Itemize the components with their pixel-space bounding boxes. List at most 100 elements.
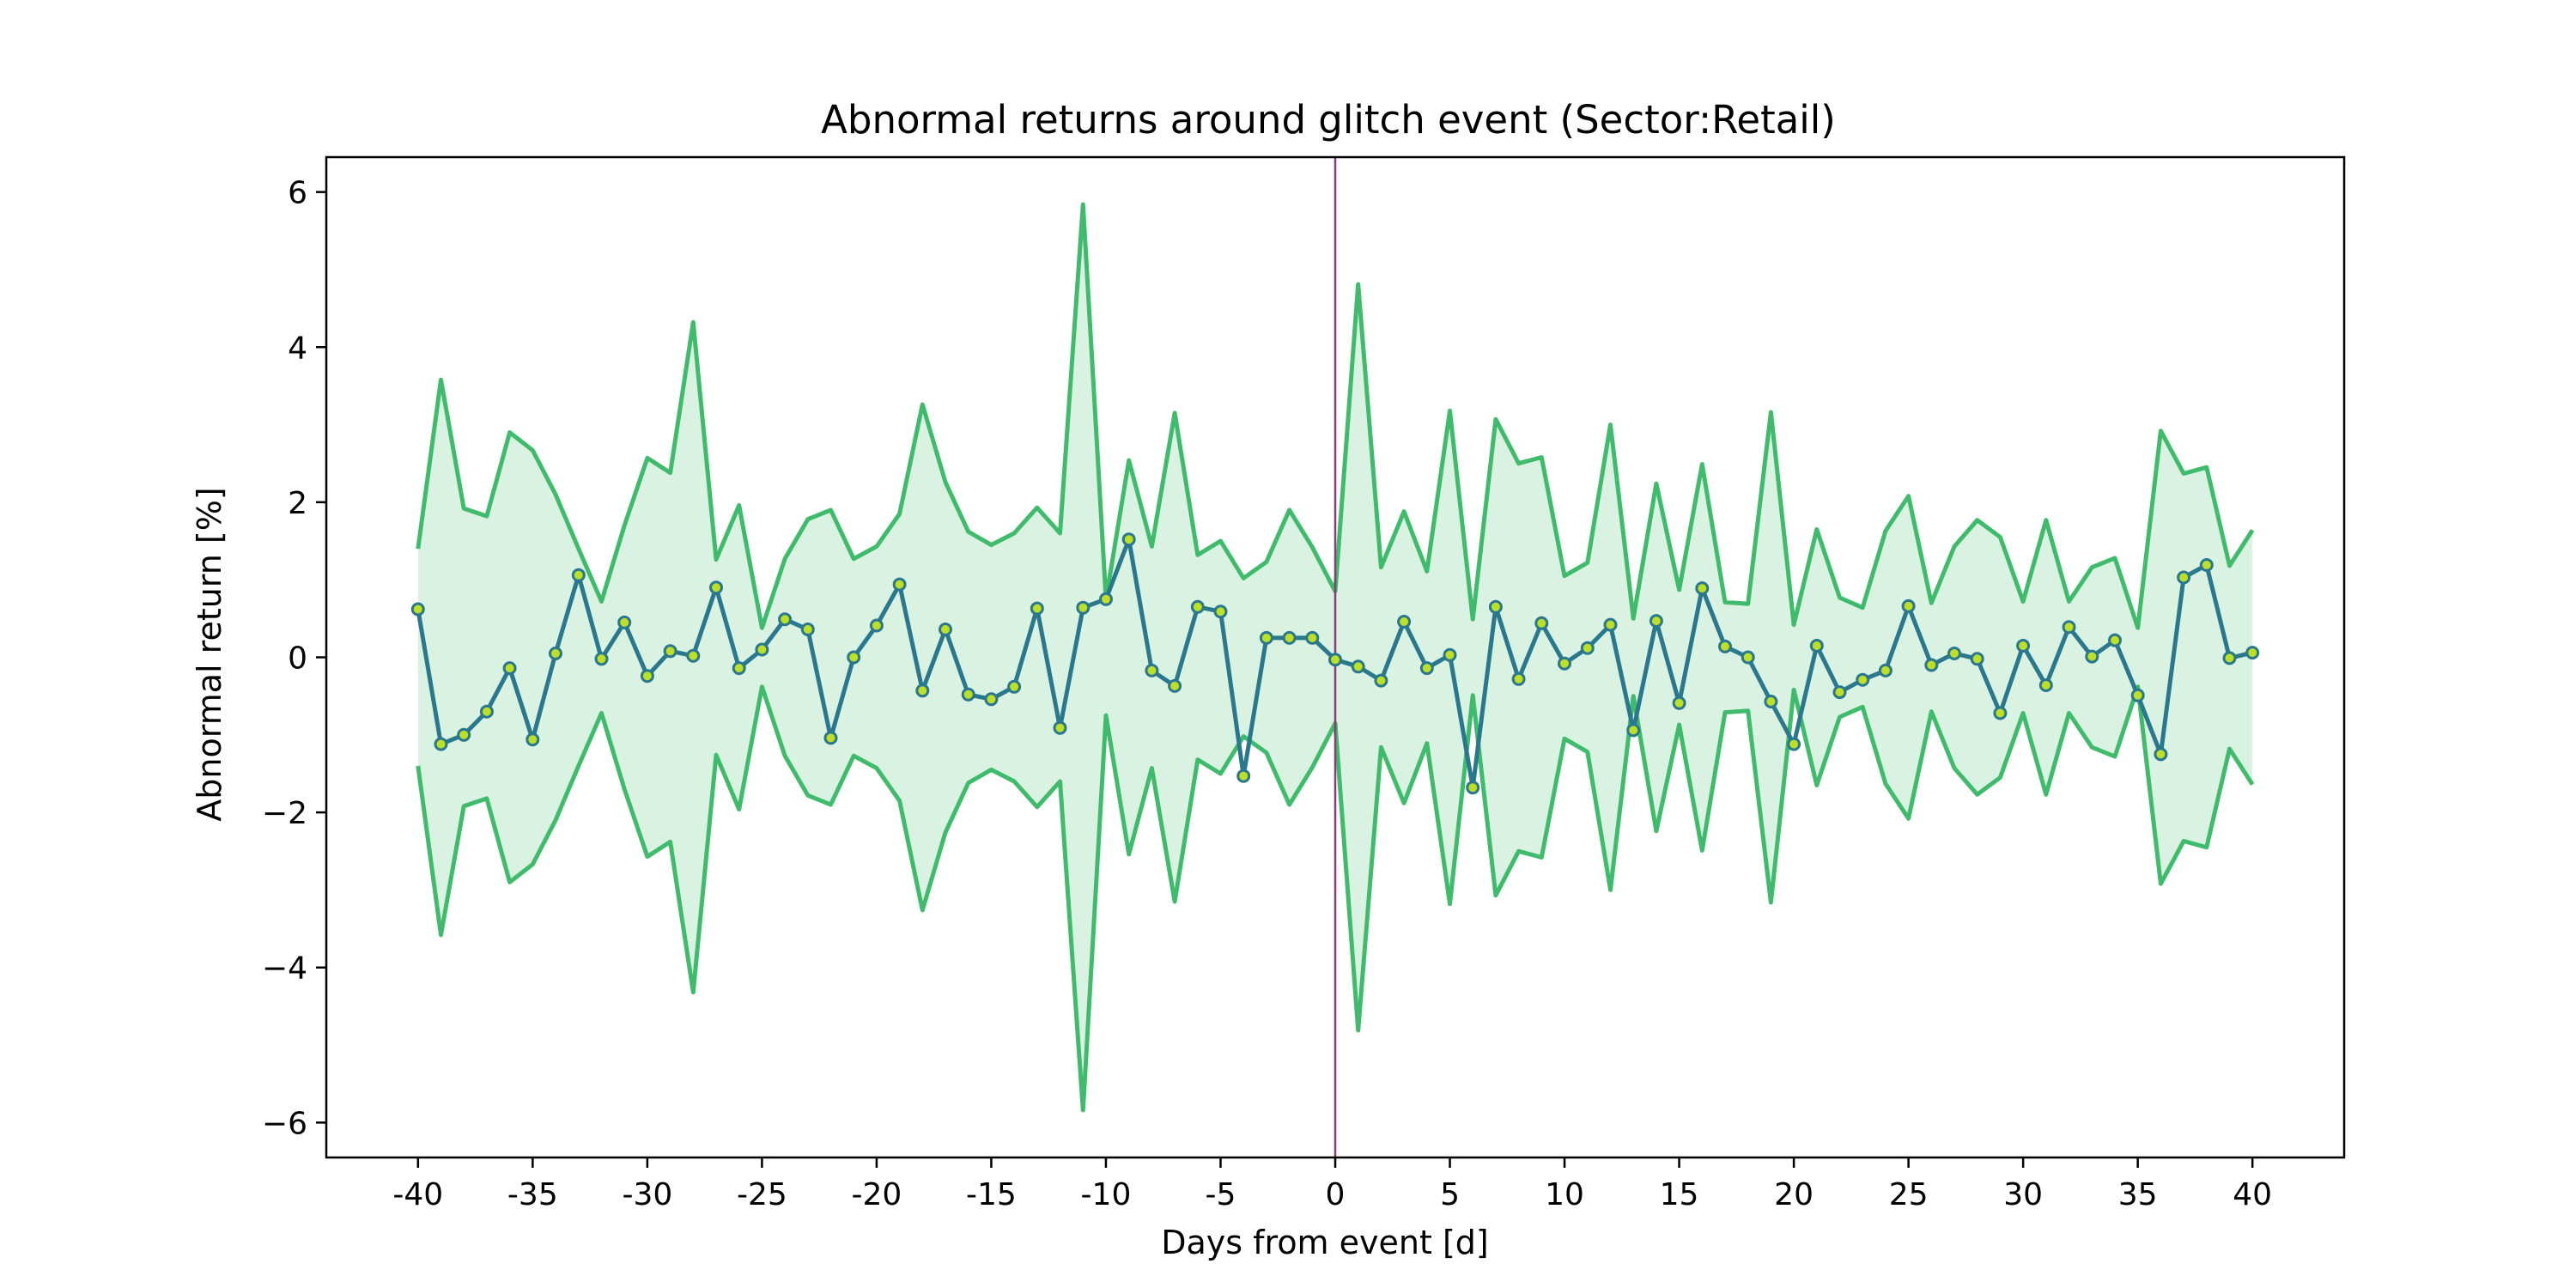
- data-point: [755, 642, 769, 657]
- data-point: [1351, 659, 1365, 674]
- x-tick-label: -20: [852, 1177, 902, 1212]
- x-tick-label: -40: [392, 1177, 443, 1212]
- data-point: [847, 650, 861, 665]
- y-tick-label: −4: [262, 951, 307, 987]
- data-point: [1007, 679, 1022, 694]
- data-point: [1901, 598, 1916, 613]
- data-point: [778, 612, 793, 627]
- data-point: [1213, 605, 1228, 619]
- data-point: [823, 731, 838, 745]
- data-point: [1534, 616, 1549, 630]
- x-tick-label: -30: [622, 1177, 672, 1212]
- y-axis-title: Abnormal return [%]: [191, 487, 228, 821]
- y-tick-label: 6: [288, 176, 307, 211]
- x-tick-label: 30: [2003, 1177, 2043, 1212]
- data-point: [1076, 600, 1091, 615]
- data-point: [1741, 650, 1755, 665]
- data-point: [1190, 599, 1205, 614]
- data-point: [709, 580, 723, 595]
- x-axis-title: Days from event [d]: [1161, 1224, 1489, 1261]
- x-axis: -40 -35 -30 -25 -20 -15 -10 -5 0 5 10 15 20 25 30 35 40: [392, 1157, 2272, 1212]
- y-tick-label: 4: [288, 331, 307, 366]
- data-point: [1145, 663, 1159, 677]
- data-point: [2085, 649, 2099, 664]
- y-tick-label: 2: [288, 486, 307, 521]
- x-tick-label: 35: [2118, 1177, 2158, 1212]
- x-tick-label: 0: [1326, 1177, 1346, 1212]
- data-point: [1443, 647, 1457, 662]
- data-point-markers: [410, 532, 2260, 795]
- data-point: [1580, 641, 1595, 655]
- x-tick-label: 5: [1440, 1177, 1460, 1212]
- y-tick-label: −6: [262, 1106, 307, 1141]
- data-point: [1970, 652, 1984, 666]
- data-point: [640, 669, 654, 683]
- data-point: [686, 648, 701, 663]
- data-point: [1947, 647, 1961, 660]
- x-tick-label: 40: [2233, 1177, 2272, 1212]
- data-point: [939, 623, 952, 636]
- data-point: [1672, 696, 1686, 710]
- data-point: [1305, 630, 1320, 645]
- data-point: [732, 661, 746, 676]
- data-point: [800, 623, 815, 636]
- data-point: [1259, 630, 1273, 645]
- data-point: [434, 737, 448, 751]
- data-point: [1488, 599, 1503, 614]
- data-point: [1787, 737, 1801, 751]
- data-point: [984, 692, 999, 707]
- data-point: [1236, 769, 1251, 783]
- data-point: [2245, 646, 2260, 660]
- data-point: [1832, 685, 1847, 700]
- data-point: [410, 602, 425, 617]
- x-tick-label: -15: [966, 1177, 1017, 1212]
- x-tick-label: -35: [507, 1177, 558, 1212]
- x-tick-label: -25: [737, 1177, 787, 1212]
- data-point: [1626, 723, 1641, 738]
- data-point: [1878, 663, 1893, 677]
- data-point: [2016, 639, 2031, 653]
- data-point: [2062, 620, 2076, 635]
- data-point: [1328, 653, 1342, 667]
- x-tick-label: 15: [1660, 1177, 1699, 1212]
- data-point: [1030, 601, 1044, 616]
- data-point: [617, 615, 632, 629]
- data-point: [1718, 639, 1732, 653]
- data-point: [1168, 678, 1182, 693]
- data-point: [2108, 633, 2122, 647]
- y-tick-label: −2: [262, 796, 307, 831]
- data-point: [2130, 688, 2145, 702]
- data-point: [1649, 614, 1663, 629]
- data-point: [1121, 532, 1136, 547]
- data-point: [2177, 570, 2191, 585]
- data-point: [1924, 658, 1939, 672]
- y-axis: −6 −4 −2 0 2 4 6: [262, 176, 326, 1141]
- x-tick-label: 10: [1545, 1177, 1584, 1212]
- data-point: [594, 652, 609, 666]
- data-point: [549, 647, 562, 660]
- data-point: [869, 618, 884, 633]
- data-point: [502, 661, 517, 676]
- data-point: [571, 568, 586, 582]
- chart-title: Abnormal returns around glitch event (Se…: [821, 97, 1836, 143]
- data-point: [1695, 581, 1710, 596]
- data-point: [1053, 720, 1067, 735]
- x-tick-label: 25: [1889, 1177, 1929, 1212]
- x-tick-label: -5: [1206, 1177, 1236, 1212]
- data-point: [1466, 781, 1480, 795]
- data-point: [2038, 678, 2053, 692]
- data-point: [1511, 671, 1526, 686]
- data-point: [1397, 615, 1412, 629]
- data-point: [1374, 673, 1388, 688]
- data-point: [915, 683, 930, 698]
- data-point: [1809, 639, 1824, 653]
- data-point: [1764, 695, 1778, 708]
- x-tick-label: -10: [1081, 1177, 1132, 1212]
- data-point: [1603, 617, 1618, 632]
- y-tick-label: 0: [288, 641, 307, 677]
- data-point: [526, 732, 540, 747]
- data-point: [1856, 672, 1870, 687]
- data-point: [2222, 651, 2237, 665]
- data-point: [1558, 656, 1571, 671]
